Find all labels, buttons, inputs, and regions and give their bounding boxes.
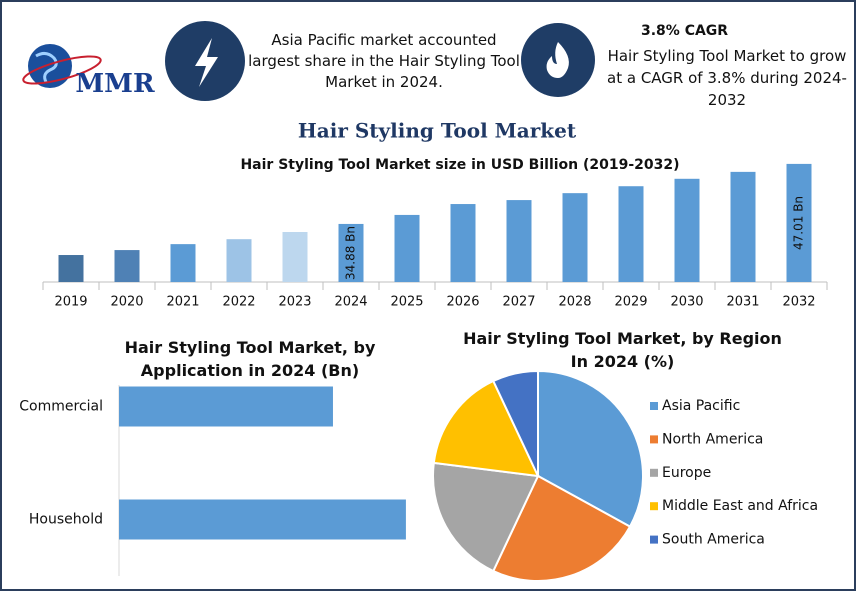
pie-slice	[432, 461, 540, 573]
pie-slice	[491, 474, 632, 582]
x-tick-label: 2025	[390, 295, 423, 310]
bar	[450, 204, 476, 282]
y-tick-label: Household	[29, 512, 103, 528]
bar	[338, 223, 364, 282]
bar	[119, 386, 333, 427]
bar	[119, 499, 406, 540]
value-label: 47.01 Bn	[792, 196, 806, 250]
legend-swatch	[650, 468, 658, 477]
y-tick-label: Commercial	[19, 399, 103, 415]
value-label: 34.88 Bn	[344, 226, 358, 280]
bar	[506, 200, 532, 282]
x-tick-label: 2030	[670, 295, 703, 310]
x-tick-label: 2021	[166, 295, 199, 310]
legend-label: Europe	[662, 465, 711, 481]
x-tick-label: 2028	[558, 295, 591, 310]
x-tick-label: 2022	[222, 295, 255, 310]
bar	[282, 232, 308, 282]
pie-slice	[432, 379, 540, 478]
legend-label: Middle East and Africa	[662, 498, 818, 514]
pie-slice	[491, 369, 539, 477]
legend-label: North America	[662, 431, 763, 447]
x-tick-label: 2026	[446, 295, 479, 310]
bar	[786, 163, 812, 282]
legend-swatch	[650, 502, 658, 511]
bar	[226, 239, 252, 282]
bar	[618, 186, 644, 282]
x-tick-label: 2029	[614, 295, 647, 310]
bar	[674, 178, 700, 282]
legend-swatch	[650, 402, 658, 410]
x-tick-label: 2023	[278, 295, 311, 310]
chart-title: Hair Styling Tool Market, by Region In 2…	[463, 329, 782, 371]
logo-text: MMR	[75, 69, 155, 99]
bar	[58, 255, 84, 282]
main-title: Hair Styling Tool Market	[298, 119, 577, 143]
chart-title: Hair Styling Tool Market size in USD Bil…	[240, 157, 680, 173]
x-tick-label: 2019	[54, 295, 87, 310]
bolt-icon	[165, 21, 245, 101]
bar	[170, 244, 196, 282]
note-text: Hair Styling Tool Market to grow at a CA…	[607, 47, 847, 109]
bar	[730, 171, 756, 282]
x-tick-label: 2031	[726, 295, 759, 310]
flame-icon	[521, 23, 595, 97]
x-tick-label: 2027	[502, 295, 535, 310]
chart-title: Hair Styling Tool Market, by Application…	[124, 338, 376, 380]
bar	[114, 250, 140, 282]
x-tick-label: 2024	[334, 295, 367, 310]
legend-label: Asia Pacific	[662, 398, 740, 414]
logo: MMR	[22, 44, 155, 99]
bar	[394, 214, 420, 282]
legend-label: South America	[662, 532, 765, 548]
legend-swatch	[650, 435, 658, 444]
bar	[562, 193, 588, 282]
x-tick-label: 2020	[110, 295, 143, 310]
legend-swatch	[650, 535, 658, 544]
x-tick-label: 2032	[782, 295, 815, 310]
pie-slice	[537, 369, 644, 528]
note-text: Asia Pacific market accounted largest sh…	[248, 31, 520, 91]
note-heading: 3.8% CAGR	[641, 23, 729, 39]
